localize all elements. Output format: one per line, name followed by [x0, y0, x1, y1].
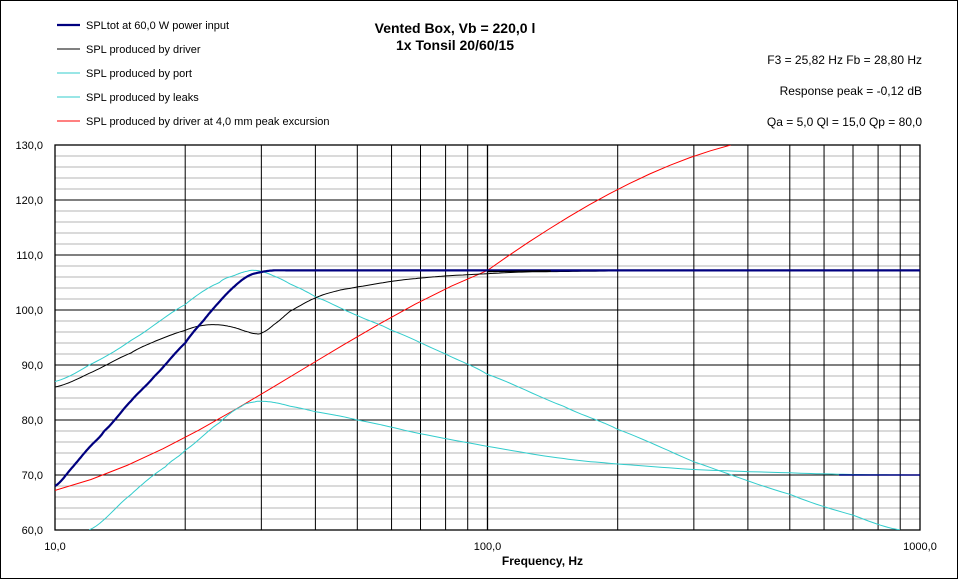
series-overlay-segment [487, 270, 551, 273]
y-tick-label: 70,0 [22, 470, 43, 482]
series-spl-total-line [55, 269, 920, 487]
legend-label: SPL produced by driver at 4,0 mm peak ex… [86, 116, 330, 128]
series-port-line [55, 269, 901, 530]
annotation-response-peak: Response peak = -0,12 dB [779, 84, 922, 98]
chart-title: Vented Box, Vb = 220,0 l [374, 20, 536, 36]
y-tick-label: 110,0 [16, 250, 43, 262]
legend-label: SPL produced by leaks [86, 92, 199, 104]
series-driver-line [55, 269, 920, 388]
annotation-f3-fb: F3 = 25,82 Hz Fb = 28,80 Hz [767, 53, 922, 67]
legend-label: SPL produced by driver [86, 44, 201, 56]
y-tick-label: 60,0 [22, 525, 43, 537]
annotation-q-values: Qa = 5,0 Ql = 15,0 Qp = 80,0 [766, 115, 922, 129]
x-tick-label: 10,0 [44, 541, 65, 553]
x-axis-label: Frequency, Hz [502, 554, 583, 568]
legend-label: SPLtot at 60,0 W power input [86, 20, 229, 32]
x-tick-label: 100,0 [474, 541, 502, 553]
legend-label: SPL produced by port [86, 68, 192, 80]
y-tick-label: 100,0 [15, 305, 43, 317]
chart-subtitle: 1x Tonsil 20/60/15 [395, 37, 515, 53]
series-leaks-line [88, 400, 920, 530]
y-tick-label: 90,0 [22, 360, 43, 372]
x-tick-label: 1000,0 [903, 541, 937, 553]
plot-border [54, 144, 921, 531]
y-tick-label: 130,0 [15, 140, 43, 152]
y-tick-label: 80,0 [22, 415, 43, 427]
y-tick-label: 120,0 [15, 195, 43, 207]
